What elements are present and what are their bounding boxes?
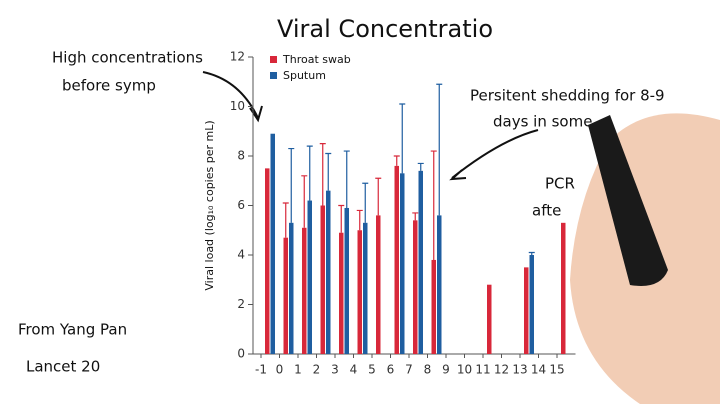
bar bbox=[394, 165, 399, 354]
y-tick-label: 6 bbox=[237, 198, 245, 212]
error-bar bbox=[343, 150, 350, 208]
error-bar bbox=[325, 152, 332, 191]
legend-swatch bbox=[270, 72, 277, 79]
annotation: From Yang Pan bbox=[18, 321, 127, 339]
x-tick-label: 2 bbox=[313, 363, 321, 377]
x-tick-label: 3 bbox=[331, 363, 339, 377]
bar bbox=[307, 200, 312, 354]
error-bar bbox=[436, 83, 443, 216]
bar bbox=[431, 259, 436, 354]
bar bbox=[270, 133, 275, 354]
error-bar bbox=[288, 147, 295, 223]
arrow bbox=[449, 129, 539, 181]
x-tick-label: 14 bbox=[531, 363, 546, 377]
x-tick-label: 4 bbox=[350, 363, 358, 377]
y-tick-label: 4 bbox=[237, 248, 245, 262]
bar bbox=[524, 267, 529, 354]
error-bar bbox=[528, 251, 535, 255]
legend-label: Throat swab bbox=[282, 53, 351, 66]
bar bbox=[400, 173, 405, 354]
legend-label: Sputum bbox=[283, 69, 326, 82]
error-bar bbox=[417, 162, 424, 171]
y-tick-label: 0 bbox=[237, 347, 245, 361]
error-bar bbox=[399, 103, 406, 174]
bar bbox=[339, 232, 344, 354]
x-tick-label: 7 bbox=[405, 363, 413, 377]
x-tick-label: 1 bbox=[294, 363, 302, 377]
bar bbox=[357, 230, 362, 354]
x-tick-label: 8 bbox=[424, 363, 432, 377]
y-tick-label: 12 bbox=[230, 50, 245, 64]
error-bar bbox=[393, 155, 400, 166]
bar bbox=[265, 168, 270, 354]
bar bbox=[561, 222, 566, 354]
error-bar bbox=[362, 182, 369, 223]
annotation: before symp bbox=[62, 77, 156, 95]
error-bar bbox=[319, 143, 326, 206]
bar bbox=[283, 237, 288, 354]
x-tick-label: 5 bbox=[368, 363, 376, 377]
bar bbox=[487, 284, 492, 354]
x-tick-label: 12 bbox=[494, 363, 509, 377]
x-tick-label: 13 bbox=[512, 363, 527, 377]
error-bar bbox=[306, 145, 313, 201]
y-tick-label: 2 bbox=[237, 297, 245, 311]
annotation: Lancet 20 bbox=[26, 358, 100, 376]
bar bbox=[289, 222, 294, 354]
bar bbox=[326, 190, 331, 354]
annotation: afte bbox=[532, 202, 561, 220]
error-bar bbox=[282, 202, 289, 238]
annotation: Persitent shedding for 8-9 bbox=[470, 87, 665, 105]
error-bar bbox=[412, 212, 419, 221]
x-tick-label: -1 bbox=[255, 363, 267, 377]
chart-title: Viral Concentratio bbox=[277, 15, 493, 43]
bar bbox=[344, 207, 349, 354]
bar bbox=[413, 220, 418, 354]
x-tick-label: 0 bbox=[276, 363, 284, 377]
error-bar bbox=[430, 150, 437, 260]
y-tick-label: 10 bbox=[230, 99, 245, 113]
y-tick-label: 8 bbox=[237, 149, 245, 163]
y-axis-label: Viral load (log₁₀ copies per mL) bbox=[203, 120, 216, 290]
legend-swatch bbox=[270, 56, 277, 63]
bar bbox=[376, 215, 381, 354]
annotation: High concentrations bbox=[52, 49, 203, 67]
x-tick-label: 6 bbox=[387, 363, 395, 377]
x-tick-label: 9 bbox=[442, 363, 450, 377]
bar bbox=[302, 227, 307, 354]
x-tick-label: 11 bbox=[475, 363, 490, 377]
bar bbox=[363, 222, 368, 354]
bar bbox=[529, 255, 534, 354]
marker bbox=[588, 115, 668, 286]
bar bbox=[320, 205, 325, 354]
bar bbox=[418, 170, 423, 354]
error-bar bbox=[375, 177, 382, 216]
bar bbox=[437, 215, 442, 354]
error-bar bbox=[356, 209, 363, 231]
annotation: days in some bbox=[493, 113, 592, 131]
error-bar bbox=[338, 204, 345, 233]
x-tick-label: 15 bbox=[549, 363, 564, 377]
error-bar bbox=[301, 175, 308, 228]
annotation: PCR bbox=[545, 175, 575, 193]
x-tick-label: 10 bbox=[457, 363, 472, 377]
